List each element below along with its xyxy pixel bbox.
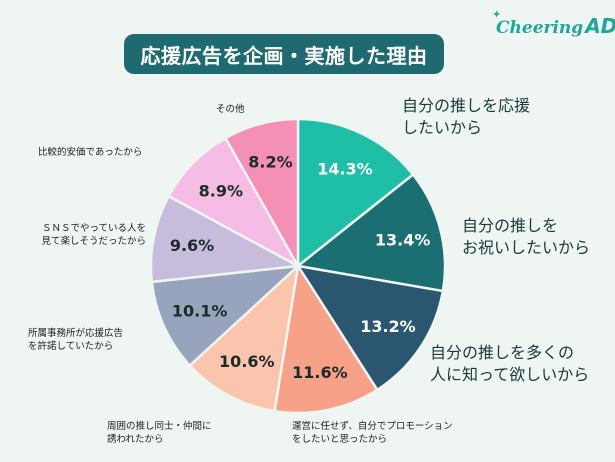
label-line: 周囲の推し同士・仲間に — [107, 421, 212, 432]
logo-suffix-text: AD — [585, 14, 615, 38]
pie-slice — [273, 262, 379, 415]
label-awareness: 自分の推しを多くの 人に知って欲しいから — [430, 342, 589, 385]
label-self-promotion: 運営に任せず、自分でプロモーション をしたいと思ったから — [292, 421, 453, 447]
label-cheap: 比較的安価であったから — [38, 147, 142, 160]
label-line: お祝いしたいから — [462, 237, 591, 257]
label-invited: 周囲の推し同士・仲間に 誘われたから — [107, 421, 212, 447]
pie-slice — [295, 264, 445, 392]
label-agency-permission: 所属事務所が応援広告 を許諾していたから — [28, 328, 123, 354]
pie-slice — [166, 136, 302, 270]
label-other: その他 — [216, 104, 245, 117]
slice-value-label: 13.2% — [360, 317, 416, 336]
label-line: その他 — [216, 104, 245, 115]
pie-slice — [295, 172, 447, 293]
slice-value-label: 11.6% — [292, 363, 348, 382]
label-line: 比較的安価であったから — [38, 147, 143, 158]
label-sns: ＳＮＳでやっている人を 見て楽しそうだったから — [18, 223, 146, 249]
brand-logo: ✦ Cheering AD — [492, 8, 615, 44]
chart-title: 応援広告を企画・実施した理由 — [124, 34, 444, 74]
label-line: したいから — [402, 117, 483, 137]
label-line: 誘われたから — [107, 433, 164, 445]
label-celebrate: 自分の推しを お祝いしたいから — [462, 215, 590, 258]
slice-value-label: 14.3% — [317, 160, 373, 179]
slice-value-label: 10.1% — [172, 302, 228, 321]
label-line: 見て楽しそうだったから — [41, 235, 146, 247]
label-line: ＳＮＳでやっている人を — [41, 223, 146, 234]
label-line: 自分の推しを多くの — [430, 343, 575, 362]
label-line: 運営に任せず、自分でプロモーション — [292, 421, 453, 432]
label-line: 所属事務所が応援広告 — [28, 328, 124, 339]
label-line: を許諾していたから — [28, 340, 114, 352]
logo-main-text: Cheering — [496, 18, 584, 38]
pie-slice — [149, 194, 303, 284]
label-line: 自分の推しを — [462, 216, 559, 235]
label-line: 自分の推しを応援 — [402, 96, 531, 115]
pie-slice — [296, 117, 415, 269]
slice-value-label: 13.4% — [375, 230, 431, 249]
label-line: 人に知って欲しいから — [430, 364, 590, 384]
pie-slice — [150, 264, 302, 368]
pie-slice — [188, 262, 300, 413]
pie-slice — [223, 117, 300, 271]
slice-value-label: 10.6% — [219, 352, 275, 371]
slice-value-label: 8.9% — [199, 181, 243, 200]
slice-value-label: 9.6% — [170, 236, 214, 255]
sparkle-icon: ✦ — [492, 8, 502, 21]
label-line: をしたいと思ったから — [292, 433, 388, 445]
slice-value-label: 8.2% — [248, 153, 292, 172]
label-support: 自分の推しを応援 したいから — [402, 95, 530, 138]
